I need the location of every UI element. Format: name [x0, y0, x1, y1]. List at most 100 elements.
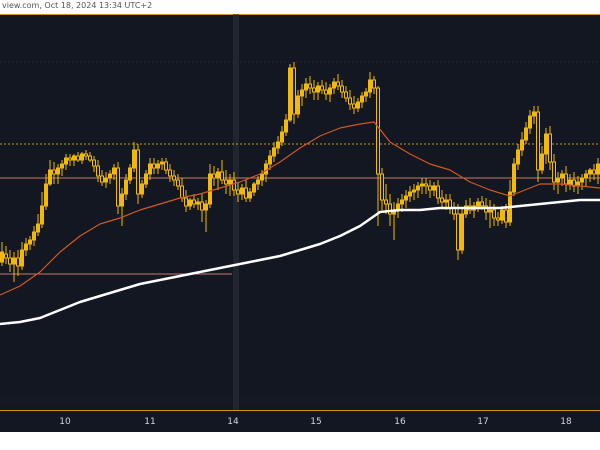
candle[interactable] [8, 250, 12, 272]
candle[interactable] [56, 164, 60, 184]
candle[interactable] [132, 142, 136, 172]
candle[interactable] [416, 182, 420, 198]
candle[interactable] [288, 64, 292, 122]
candle[interactable] [160, 158, 164, 170]
candle[interactable] [580, 174, 584, 190]
candle[interactable] [140, 180, 144, 198]
candle[interactable] [384, 184, 388, 214]
candle[interactable] [340, 80, 344, 98]
candle[interactable] [240, 184, 244, 200]
candle[interactable] [300, 84, 304, 106]
candle[interactable] [68, 154, 72, 166]
candle[interactable] [572, 172, 576, 192]
candle[interactable] [220, 160, 224, 184]
candle[interactable] [116, 162, 120, 214]
candle[interactable] [372, 76, 376, 94]
candle[interactable] [376, 86, 380, 226]
candle[interactable] [216, 168, 220, 190]
candle[interactable] [40, 192, 44, 228]
candle[interactable] [592, 164, 596, 180]
candle[interactable] [524, 122, 528, 144]
candle[interactable] [272, 142, 276, 162]
candle[interactable] [404, 190, 408, 208]
candle[interactable] [280, 126, 284, 146]
candle[interactable] [420, 178, 424, 194]
candle[interactable] [556, 172, 560, 194]
candle[interactable] [336, 74, 340, 90]
candle[interactable] [476, 198, 480, 212]
candle[interactable] [4, 246, 8, 264]
candle[interactable] [352, 96, 356, 114]
candle[interactable] [108, 170, 112, 184]
candle[interactable] [324, 82, 328, 100]
candle[interactable] [124, 174, 128, 200]
candle[interactable] [276, 136, 280, 154]
candle[interactable] [88, 152, 92, 162]
candle[interactable] [456, 204, 460, 260]
candle[interactable] [488, 200, 492, 228]
candle[interactable] [548, 126, 552, 170]
candle[interactable] [360, 92, 364, 108]
candle[interactable] [84, 150, 88, 160]
candle[interactable] [252, 182, 256, 196]
candle[interactable] [428, 180, 432, 198]
candle[interactable] [164, 158, 168, 174]
candle[interactable] [544, 128, 548, 164]
candle[interactable] [144, 170, 148, 188]
candle[interactable] [304, 78, 308, 98]
candle[interactable] [188, 198, 192, 210]
candle[interactable] [332, 78, 336, 94]
candle[interactable] [172, 170, 176, 186]
candle[interactable] [528, 110, 532, 134]
candlestick-chart[interactable] [0, 14, 600, 410]
candle[interactable] [560, 170, 564, 186]
candle[interactable] [448, 194, 452, 214]
candle[interactable] [568, 174, 572, 190]
candle[interactable] [348, 90, 352, 110]
candle[interactable] [440, 190, 444, 208]
candle[interactable] [192, 194, 196, 208]
candle[interactable] [452, 202, 456, 220]
candle[interactable] [16, 250, 20, 276]
candle[interactable] [596, 158, 600, 184]
candle[interactable] [472, 202, 476, 218]
candle[interactable] [516, 144, 520, 170]
candle[interactable] [540, 146, 544, 174]
candle[interactable] [284, 114, 288, 136]
candle[interactable] [236, 182, 240, 202]
candle[interactable] [120, 188, 124, 226]
candle[interactable] [268, 150, 272, 170]
candle[interactable] [208, 164, 212, 208]
candle[interactable] [24, 238, 28, 256]
candle[interactable] [52, 162, 56, 184]
candle[interactable] [184, 190, 188, 212]
candle[interactable] [308, 76, 312, 94]
candle[interactable] [344, 86, 348, 102]
candle[interactable] [60, 160, 64, 176]
candle[interactable] [368, 72, 372, 98]
candle[interactable] [588, 168, 592, 182]
candle[interactable] [356, 98, 360, 112]
candle[interactable] [412, 184, 416, 200]
candle[interactable] [396, 198, 400, 218]
candle[interactable] [320, 80, 324, 94]
candle[interactable] [392, 202, 396, 240]
candle[interactable] [532, 106, 536, 124]
candle[interactable] [408, 186, 412, 202]
candle[interactable] [168, 164, 172, 182]
candle[interactable] [244, 180, 248, 202]
candle[interactable] [212, 166, 216, 186]
candle[interactable] [156, 160, 160, 174]
candle[interactable] [12, 252, 16, 282]
candle[interactable] [468, 198, 472, 214]
candle[interactable] [72, 154, 76, 166]
candle[interactable] [576, 176, 580, 194]
candle[interactable] [128, 164, 132, 184]
candle[interactable] [136, 144, 140, 204]
candle[interactable] [424, 178, 428, 194]
candle[interactable] [364, 88, 368, 102]
candle[interactable] [432, 182, 436, 196]
candle[interactable] [20, 242, 24, 270]
candle[interactable] [64, 154, 68, 170]
candle[interactable] [380, 168, 384, 210]
